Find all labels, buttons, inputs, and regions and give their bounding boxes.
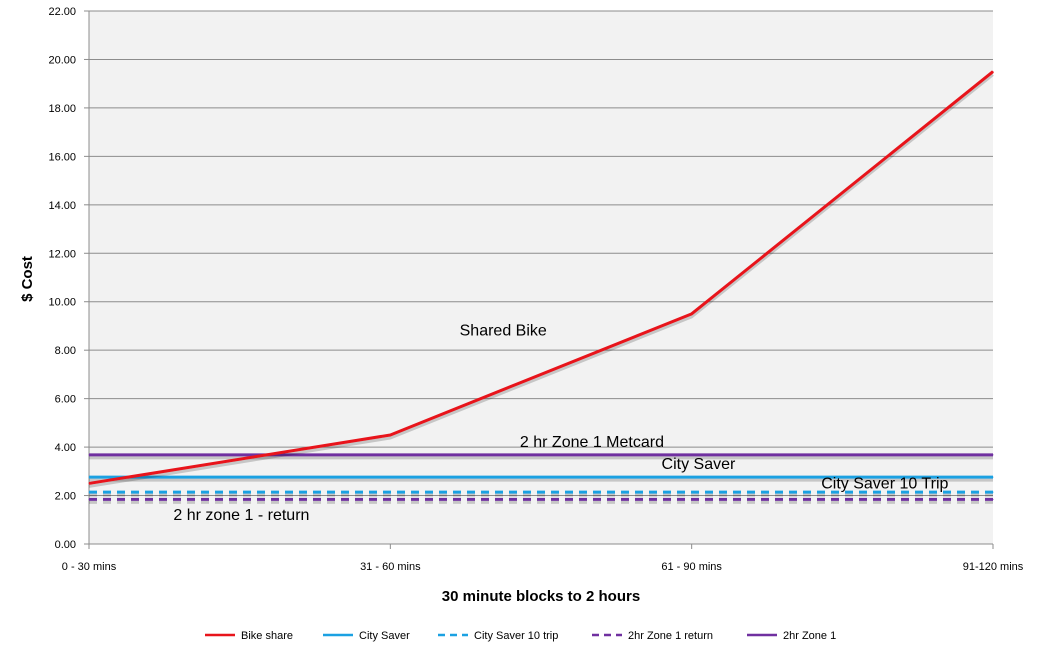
data-point — [691, 498, 693, 500]
x-tick-label: 0 - 30 mins — [62, 561, 117, 573]
y-tick-label: 0.00 — [55, 539, 76, 551]
y-tick-label: 12.00 — [48, 248, 76, 260]
y-tick-label: 4.00 — [55, 442, 76, 454]
data-point — [88, 482, 90, 484]
data-point — [992, 476, 994, 478]
y-tick-label: 6.00 — [55, 394, 76, 406]
series-shadow-bike-share — [88, 73, 994, 488]
x-tick-label: 91-120 mins — [963, 561, 1024, 573]
y-tick-label: 22.00 — [48, 6, 76, 18]
data-point — [88, 454, 90, 456]
y-tick-label: 10.00 — [48, 297, 76, 309]
data-point — [88, 498, 90, 500]
data-point — [691, 313, 693, 315]
data-point — [992, 71, 994, 73]
data-point — [691, 476, 693, 478]
data-point — [389, 434, 391, 436]
x-axis-title: 30 minute blocks to 2 hours — [442, 588, 640, 605]
data-point — [992, 491, 994, 493]
y-tick-label: 16.00 — [48, 151, 76, 163]
annotations: Shared Bike 2 hr Zone 1 Metcard City Saver… — [173, 323, 948, 524]
series-line-bike-share — [88, 70, 994, 485]
annotation-label: City Saver 10 Trip — [821, 475, 948, 492]
annotation-label: 2 hr Zone 1 Metcard — [520, 434, 664, 451]
annotation-label: 2 hr zone 1 - return — [173, 507, 309, 524]
y-tick-label: 14.00 — [48, 200, 76, 212]
data-point — [992, 498, 994, 500]
data-point — [389, 476, 391, 478]
legend: Bike share City Saver City Saver 10 trip 2h… — [205, 630, 836, 642]
data-point — [691, 491, 693, 493]
series-lines — [88, 70, 994, 504]
y-tick-labels: 0.00 2.00 4.00 6.00 8.00 10.00 12.00 14.00 16.00… — [48, 6, 76, 551]
gridlines — [84, 10, 994, 549]
x-tick-label: 61 - 90 mins — [661, 561, 722, 573]
data-point — [389, 498, 391, 500]
y-axis-title: $ Cost — [19, 256, 36, 302]
y-tick-label: 2.00 — [55, 491, 76, 503]
legend-label: City Saver 10 trip — [474, 630, 558, 642]
legend-label: City Saver — [359, 630, 410, 642]
legend-label: Bike share — [241, 630, 293, 642]
x-tick-label: 31 - 60 mins — [360, 561, 421, 573]
data-point — [389, 491, 391, 493]
annotation-label: Shared Bike — [460, 323, 547, 340]
annotation-label: City Saver — [662, 456, 736, 473]
y-tick-label: 18.00 — [48, 103, 76, 115]
legend-label: 2hr Zone 1 — [783, 630, 836, 642]
data-point — [992, 454, 994, 456]
data-point — [389, 454, 391, 456]
data-point — [88, 476, 90, 478]
legend-label: 2hr Zone 1 return — [628, 630, 713, 642]
x-tick-labels: 0 - 30 mins 31 - 60 mins 61 - 90 mins 91-12… — [62, 561, 1024, 573]
data-point — [691, 454, 693, 456]
y-tick-label: 8.00 — [55, 345, 76, 357]
data-point — [88, 491, 90, 493]
y-tick-label: 20.00 — [48, 54, 76, 66]
